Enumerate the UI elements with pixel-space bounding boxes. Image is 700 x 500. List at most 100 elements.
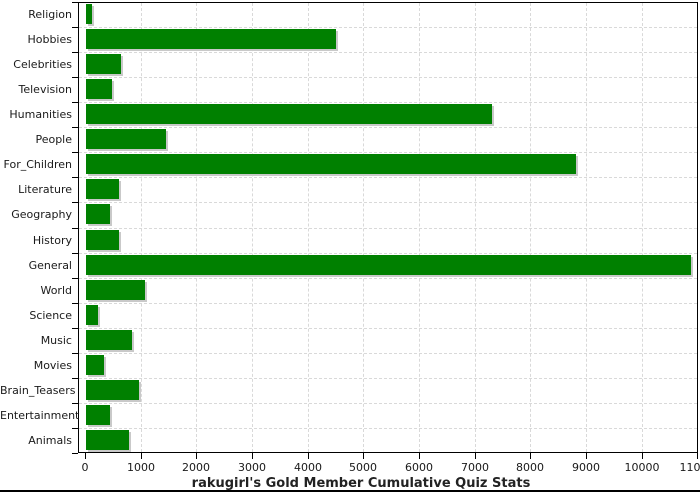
y-axis-tick-11 xyxy=(72,278,78,279)
gridline-row-boundary-16 xyxy=(79,402,697,404)
bar-literature xyxy=(86,179,119,200)
y-axis-tick-0 xyxy=(72,2,78,3)
bar-television xyxy=(86,79,112,100)
y-axis-label-history: History xyxy=(32,233,72,247)
plot-area xyxy=(78,2,698,453)
x-axis-tick-8000 xyxy=(530,453,531,459)
x-axis-label-7000: 7000 xyxy=(461,461,489,474)
bar-animals xyxy=(86,429,129,450)
gridline-row-boundary-1 xyxy=(79,27,697,29)
x-axis-label-4000: 4000 xyxy=(294,461,322,474)
x-axis-tick-10000 xyxy=(642,453,643,459)
chart-title: rakugirl's Gold Member Cumulative Quiz S… xyxy=(191,476,531,491)
x-axis-tick-6000 xyxy=(419,453,420,459)
bottom-divider xyxy=(0,490,700,492)
x-axis-label-6000: 6000 xyxy=(405,461,433,474)
bar-humanities xyxy=(86,104,492,125)
y-axis-label-television: Television xyxy=(18,83,73,97)
gridline-row-boundary-11 xyxy=(79,277,697,279)
gridline-row-boundary-17 xyxy=(79,427,697,429)
y-axis-tick-16 xyxy=(72,403,78,404)
x-axis-tick-0 xyxy=(85,453,86,459)
y-axis-label-religion: Religion xyxy=(28,8,72,21)
gridline-row-boundary-14 xyxy=(79,352,697,354)
y-axis-label-science: Science xyxy=(29,308,72,322)
x-axis-tick-11000 xyxy=(697,453,698,459)
gridline-row-boundary-2 xyxy=(79,52,697,54)
bar-entertainment xyxy=(86,404,110,425)
x-axis-label-11000: 11000 xyxy=(679,461,700,474)
y-axis-label-animals: Animals xyxy=(28,433,72,447)
gridline-row-boundary-4 xyxy=(79,102,697,104)
gridline-row-boundary-15 xyxy=(79,377,697,379)
bar-history xyxy=(86,229,119,250)
bar-celebrities xyxy=(86,54,121,75)
y-axis-tick-2 xyxy=(72,52,78,53)
gridline-row-boundary-12 xyxy=(79,302,697,304)
y-axis-tick-1 xyxy=(72,27,78,28)
x-axis-tick-3000 xyxy=(252,453,253,459)
bar-music xyxy=(86,329,132,350)
bar-people xyxy=(86,129,166,150)
gridline-row-boundary-10 xyxy=(79,252,697,254)
y-axis-label-entertainment: Entertainment xyxy=(0,408,80,422)
x-axis-label-1000: 1000 xyxy=(127,461,155,474)
gridline-row-boundary-13 xyxy=(79,327,697,329)
gridline-row-boundary-7 xyxy=(79,177,697,179)
x-axis-tick-1000 xyxy=(141,453,142,459)
y-axis-label-humanities: Humanities xyxy=(9,108,72,122)
y-axis-label-for_children: For_Children xyxy=(3,158,72,172)
x-axis-tick-2000 xyxy=(196,453,197,459)
y-axis-label-music: Music xyxy=(40,333,72,347)
y-axis-tick-10 xyxy=(72,253,78,254)
gridline-row-boundary-6 xyxy=(79,152,697,154)
x-axis-label-2000: 2000 xyxy=(182,461,210,474)
y-axis-tick-6 xyxy=(72,152,78,153)
y-axis-tick-3 xyxy=(72,77,78,78)
x-axis-label-5000: 5000 xyxy=(349,461,377,474)
y-axis-tick-8 xyxy=(72,202,78,203)
y-axis-label-general: General xyxy=(28,258,72,272)
y-axis-tick-4 xyxy=(72,102,78,103)
gridline-row-boundary-8 xyxy=(79,202,697,204)
gridline-row-boundary-3 xyxy=(79,77,697,79)
bar-religion xyxy=(86,4,92,24)
x-axis-label-0: 0 xyxy=(81,461,89,474)
bar-for_children xyxy=(86,154,576,175)
gridline-row-boundary-5 xyxy=(79,127,697,129)
y-axis-label-movies: Movies xyxy=(33,358,72,372)
y-axis-label-world: World xyxy=(40,283,72,297)
x-axis-label-9000: 9000 xyxy=(572,461,600,474)
y-axis-label-literature: Literature xyxy=(18,183,72,197)
y-axis-tick-13 xyxy=(72,328,78,329)
x-axis-label-8000: 8000 xyxy=(516,461,544,474)
gridline-value-11000 xyxy=(697,3,698,452)
x-axis-tick-9000 xyxy=(586,453,587,459)
y-axis-tick-7 xyxy=(72,177,78,178)
y-axis-label-celebrities: Celebrities xyxy=(13,58,72,72)
bar-world xyxy=(86,279,145,300)
x-axis-label-3000: 3000 xyxy=(238,461,266,474)
x-axis-label-10000: 10000 xyxy=(624,461,660,474)
bar-hobbies xyxy=(86,29,336,50)
bar-science xyxy=(86,304,98,325)
y-axis-label-people: People xyxy=(35,133,72,147)
bar-brain_teasers xyxy=(86,379,139,400)
x-axis-tick-7000 xyxy=(475,453,476,459)
bar-movies xyxy=(86,354,104,375)
y-axis-tick-12 xyxy=(72,303,78,304)
y-axis-tick-18 xyxy=(72,453,78,454)
y-axis-label-geography: Geography xyxy=(11,208,72,222)
x-axis-tick-4000 xyxy=(308,453,309,459)
x-axis-tick-5000 xyxy=(363,453,364,459)
y-axis-tick-14 xyxy=(72,353,78,354)
y-axis-tick-17 xyxy=(72,428,78,429)
bar-general xyxy=(86,254,691,275)
gridline-row-boundary-9 xyxy=(79,227,697,229)
y-axis-label-brain_teasers: Brain_Teasers xyxy=(0,383,76,397)
y-axis-tick-15 xyxy=(72,378,78,379)
y-axis-tick-5 xyxy=(72,127,78,128)
y-axis-tick-9 xyxy=(72,228,78,229)
y-axis-label-hobbies: Hobbies xyxy=(27,33,72,47)
